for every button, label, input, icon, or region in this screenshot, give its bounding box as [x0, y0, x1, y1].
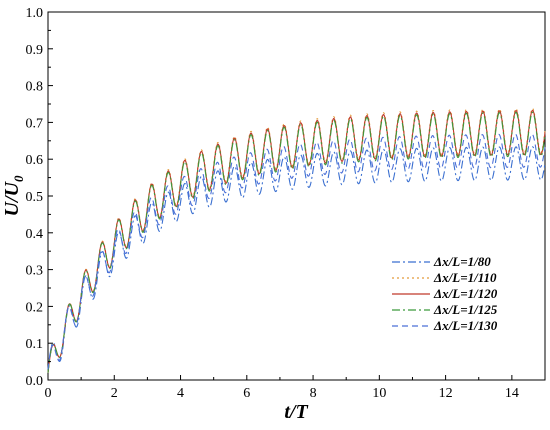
- y-axis-ticks: 0.0 0.1 0.2 0.3 0.4 0.5 0.6 0.7 0.8 0.9 1.0: [26, 6, 53, 389]
- y-tick-label: 0.7: [26, 116, 44, 131]
- y-tick-label: 0.1: [26, 337, 44, 352]
- series-line: [47, 146, 546, 373]
- legend-label: Δx/L=1/120: [433, 286, 498, 301]
- y-tick-label: 0.5: [26, 190, 44, 205]
- series-group: [47, 108, 546, 373]
- y-tick-label: 0.9: [26, 43, 44, 58]
- x-tick-label: 4: [177, 386, 184, 401]
- x-tick-label: 10: [372, 386, 386, 401]
- y-tick-label: 0.2: [26, 300, 44, 315]
- x-tick-label: 8: [310, 386, 317, 401]
- series-line: [47, 133, 546, 370]
- legend-label: Δx/L=1/130: [433, 318, 498, 333]
- svg-text:U/U0: U/U0: [1, 175, 26, 216]
- y-axis-label-main: U/U: [1, 180, 23, 216]
- x-tick-label: 0: [45, 386, 52, 401]
- y-axis-label: U/U0: [1, 175, 26, 216]
- y-tick-label: 0.8: [26, 80, 44, 95]
- x-axis-label: t/T: [284, 401, 308, 423]
- y-tick-label: 1.0: [26, 6, 44, 21]
- legend-label: Δx/L=1/110: [433, 270, 497, 285]
- x-tick-label: 12: [439, 386, 453, 401]
- y-axis-label-sub: 0: [11, 175, 26, 182]
- legend-label: Δx/L=1/125: [433, 302, 498, 317]
- y-tick-label: 0.4: [26, 227, 44, 242]
- y-tick-label: 0.3: [26, 264, 44, 279]
- series-line: [47, 111, 546, 373]
- x-tick-label: 6: [243, 386, 250, 401]
- legend-label: Δx/L=1/80: [433, 254, 491, 269]
- legend: Δx/L=1/80Δx/L=1/110Δx/L=1/120Δx/L=1/125Δ…: [392, 254, 498, 333]
- x-axis-ticks: 0 2 4 6 8 10 12 14: [45, 375, 519, 401]
- y-tick-label: 0.6: [26, 153, 44, 168]
- x-tick-label: 14: [505, 386, 519, 401]
- x-tick-label: 2: [111, 386, 118, 401]
- y-tick-label: 0.0: [26, 374, 44, 389]
